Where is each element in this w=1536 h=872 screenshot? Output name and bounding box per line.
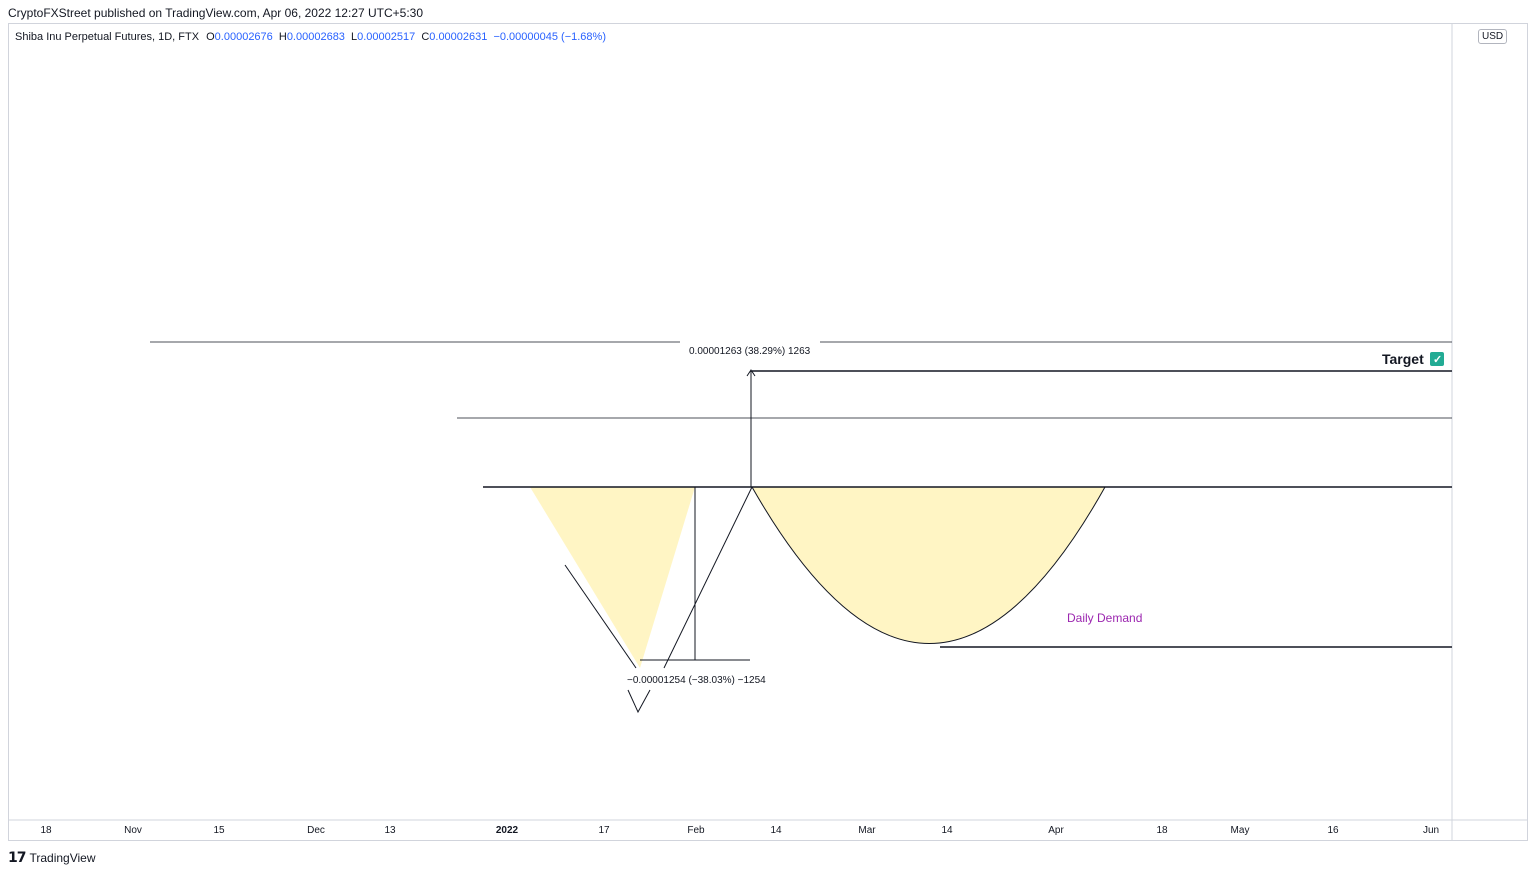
time-tick-label: 14: [941, 825, 953, 836]
time-tick-label: 17: [598, 825, 610, 836]
daily-demand-label: Daily Demand: [1067, 611, 1142, 625]
time-tick-label: Dec: [307, 825, 325, 836]
measure-up-label: 0.00001263 (38.29%) 1263: [689, 346, 811, 357]
time-tick-label: 13: [384, 825, 396, 836]
tradingview-footer[interactable]: 𝟭𝟳 TradingView: [8, 849, 96, 866]
high-label: H: [278, 31, 287, 43]
symbol-legend: Shiba Inu Perpetual Futures, 1D, FTX O0.…: [15, 31, 606, 43]
measure-down-label: −0.00001254 (−38.03%) −1254: [627, 675, 766, 686]
cup-fill: [752, 487, 1105, 644]
v-right-line: [663, 486, 753, 669]
open-label: O: [206, 31, 215, 43]
publish-info: CryptoFXStreet published on TradingView.…: [8, 6, 424, 20]
cup-curve: [751, 486, 1106, 644]
target-label: Target: [1382, 351, 1424, 367]
time-tick-label: Feb: [687, 825, 705, 836]
time-tick-label: 16: [1327, 825, 1339, 836]
time-tick-label: Apr: [1048, 825, 1064, 836]
time-tick-label: Nov: [124, 825, 142, 836]
chart-frame: [8, 23, 1528, 841]
open-value: 0.00002676: [214, 31, 273, 43]
measure-up-arrow: [746, 369, 756, 377]
high-value: 0.00002683: [286, 31, 345, 43]
time-tick-label: Jun: [1423, 825, 1439, 836]
time-tick-label: 18: [1156, 825, 1168, 836]
time-tick-label: 2022: [496, 825, 519, 836]
tradingview-brand: TradingView: [29, 850, 96, 865]
time-tick-label: 15: [213, 825, 225, 836]
close-label: C: [421, 31, 430, 43]
time-tick-label: 18: [40, 825, 52, 836]
target-check-icon-bg: [1430, 352, 1444, 366]
time-tick-label: 14: [770, 825, 782, 836]
v-pattern-fill: [530, 487, 695, 668]
v-left-line: [564, 564, 637, 669]
time-tick-label: May: [1231, 825, 1250, 836]
close-value: 0.00002631: [429, 31, 488, 43]
low-value: 0.00002517: [357, 31, 416, 43]
currency-badge[interactable]: USD: [1478, 29, 1508, 44]
low-label: L: [351, 31, 358, 43]
v-tip-arrow: [627, 689, 651, 714]
symbol-name: Shiba Inu Perpetual Futures, 1D, FTX: [15, 31, 200, 43]
change-value: −0.00000045 (−1.68%): [493, 31, 606, 43]
target-check-icon: ✓: [1433, 354, 1442, 366]
tradingview-logo-icon: 𝟭𝟳: [8, 849, 27, 865]
time-tick-label: Mar: [858, 825, 876, 836]
